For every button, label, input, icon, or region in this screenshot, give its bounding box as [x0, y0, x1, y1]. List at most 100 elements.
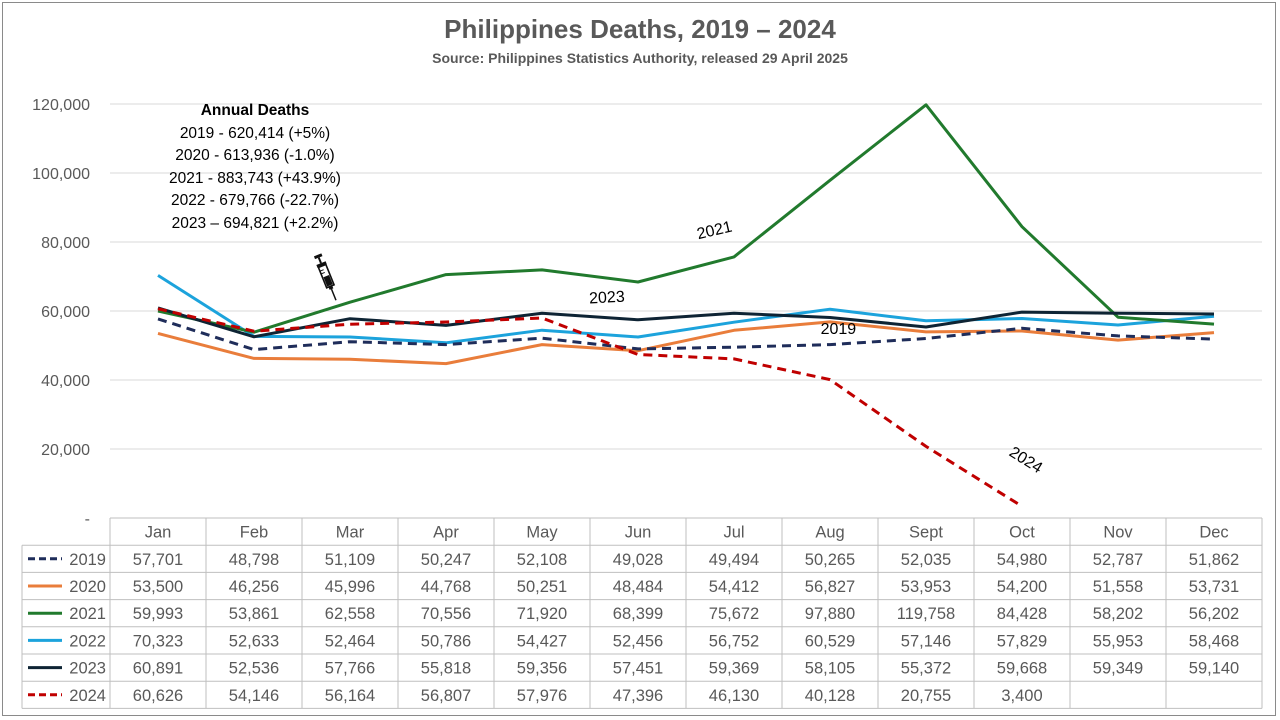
- table-cell-value: 59,140: [1189, 660, 1239, 678]
- table-cell-value: 59,369: [709, 660, 759, 678]
- table-cell-value: 40,128: [805, 687, 855, 705]
- series-label-2019: 2019: [821, 321, 857, 338]
- table-cell-value: 50,251: [517, 578, 567, 596]
- table-cell-value: 56,827: [805, 578, 855, 596]
- table-cell-value: 57,766: [325, 660, 375, 678]
- series-label-2021: 2021: [695, 219, 734, 244]
- y-tick-label: 100,000: [32, 166, 90, 183]
- table-cell-value: 52,456: [613, 632, 663, 650]
- table-cell-value: 54,427: [517, 632, 567, 650]
- annotation-line: 2020 - 613,936 (-1.0%): [175, 147, 335, 164]
- table-cell-value: 70,556: [421, 605, 471, 623]
- table-cell-value: 48,484: [613, 578, 663, 596]
- x-category-label: Jan: [145, 524, 172, 542]
- table-cell-value: 49,494: [709, 551, 759, 569]
- annotation-line: 2019 - 620,414 (+5%): [179, 124, 331, 142]
- series-line-2022: [157, 274, 1215, 345]
- table-cell-value: 58,202: [1093, 605, 1143, 623]
- table-cell-value: 51,558: [1093, 578, 1143, 596]
- table-cell-value: 56,752: [709, 632, 759, 650]
- legend-label: 2020: [69, 578, 106, 596]
- table-cell-value: 45,996: [325, 578, 375, 596]
- table-cell-value: 60,626: [133, 687, 183, 705]
- table-cell-value: 53,861: [229, 605, 279, 623]
- table-cell-value: 58,468: [1189, 632, 1239, 650]
- annotation-line: 2021 - 883,743 (+43.9%): [169, 169, 341, 187]
- x-category-label: Jun: [625, 524, 652, 542]
- table-cell-value: 71,920: [517, 605, 567, 623]
- table-cell-value: 55,953: [1093, 632, 1143, 650]
- table-cell-value: 119,758: [897, 605, 955, 623]
- table-cell-value: 57,146: [901, 632, 951, 650]
- annual-deaths-annotation: Annual Deaths 2019 - 620,414 (+5%) 2020 …: [130, 100, 380, 235]
- table-cell-value: 70,323: [133, 632, 183, 650]
- table-cell-value: 54,412: [709, 578, 759, 596]
- table-cell-value: 53,500: [133, 578, 183, 596]
- table-cell-value: 57,976: [517, 687, 567, 705]
- y-tick-label: 120,000: [32, 97, 90, 114]
- y-tick-label: 60,000: [41, 304, 90, 321]
- x-category-label: Aug: [815, 524, 844, 542]
- table-cell-value: 60,529: [805, 632, 855, 650]
- table-cell-value: 59,356: [517, 660, 567, 678]
- table-cell-value: 48,798: [229, 551, 279, 569]
- table-cell-value: 60,891: [133, 660, 183, 678]
- table-cell-value: 20,755: [901, 687, 951, 705]
- table-cell-value: 59,668: [997, 660, 1047, 678]
- table-cell-value: 55,818: [421, 660, 471, 678]
- table-cell-value: 56,164: [325, 687, 375, 705]
- table-cell-value: 54,146: [229, 687, 279, 705]
- table-cell-value: 53,731: [1189, 578, 1239, 596]
- annotation-line: 2022 - 679,766 (-22.7%): [170, 192, 340, 209]
- table-cell-value: 52,633: [229, 632, 279, 650]
- table-cell-value: 44,768: [421, 578, 471, 596]
- table-cell-value: 57,829: [997, 632, 1047, 650]
- table-cell-value: 54,200: [997, 578, 1047, 596]
- syringe-icon: [313, 253, 337, 301]
- x-category-label: Nov: [1103, 524, 1133, 542]
- table-cell-value: 51,862: [1189, 551, 1239, 569]
- chart-subtitle: Source: Philippines Statistics Authority…: [432, 50, 848, 66]
- table-cell-value: 52,035: [901, 551, 951, 569]
- legend-label: 2021: [69, 605, 106, 623]
- x-category-label: May: [526, 524, 558, 542]
- x-category-label: Sept: [909, 524, 943, 542]
- table-cell-value: 49,028: [613, 551, 663, 569]
- series-line-2021: [157, 103, 1215, 334]
- table-cell-value: 84,428: [997, 605, 1047, 623]
- x-category-label: Dec: [1199, 524, 1228, 542]
- annotation-line: 2023 – 694,821 (+2.2%): [171, 214, 339, 232]
- table-cell-value: 46,256: [229, 578, 279, 596]
- table-cell-value: 50,265: [805, 551, 855, 569]
- table-cell-value: 56,807: [421, 687, 471, 705]
- x-category-label: Jul: [723, 524, 744, 542]
- chart-title: Philippines Deaths, 2019 – 2024: [444, 14, 836, 44]
- series-label-2023: 2023: [589, 289, 626, 308]
- table-cell-value: 3,400: [1001, 687, 1042, 705]
- table-cell-value: 68,399: [613, 605, 663, 623]
- table-cell-value: 58,105: [805, 660, 855, 678]
- table-cell-value: 54,980: [997, 551, 1047, 569]
- table-cell-value: 52,536: [229, 660, 279, 678]
- table-cell-value: 62,558: [325, 605, 375, 623]
- series-line-2020: [157, 320, 1215, 366]
- x-category-label: Mar: [336, 524, 365, 542]
- legend-label: 2022: [69, 632, 106, 650]
- table-cell-value: 52,108: [517, 551, 567, 569]
- legend-label: 2024: [69, 687, 106, 705]
- annotation-heading: Annual Deaths: [200, 102, 310, 119]
- table-cell-value: 59,349: [1093, 660, 1143, 678]
- table-cell-value: 57,701: [133, 551, 183, 569]
- table-cell-value: 46,130: [709, 687, 759, 705]
- y-tick-label: 40,000: [41, 373, 90, 390]
- table-cell-value: 52,787: [1093, 551, 1143, 569]
- y-tick-label: 80,000: [41, 235, 90, 252]
- x-category-label: Oct: [1009, 524, 1035, 542]
- y-tick-label: -: [85, 511, 90, 528]
- x-category-label: Feb: [240, 524, 268, 542]
- table-cell-value: 50,786: [421, 632, 471, 650]
- table-cell-value: 97,880: [805, 605, 855, 623]
- table-cell-value: 57,451: [613, 660, 663, 678]
